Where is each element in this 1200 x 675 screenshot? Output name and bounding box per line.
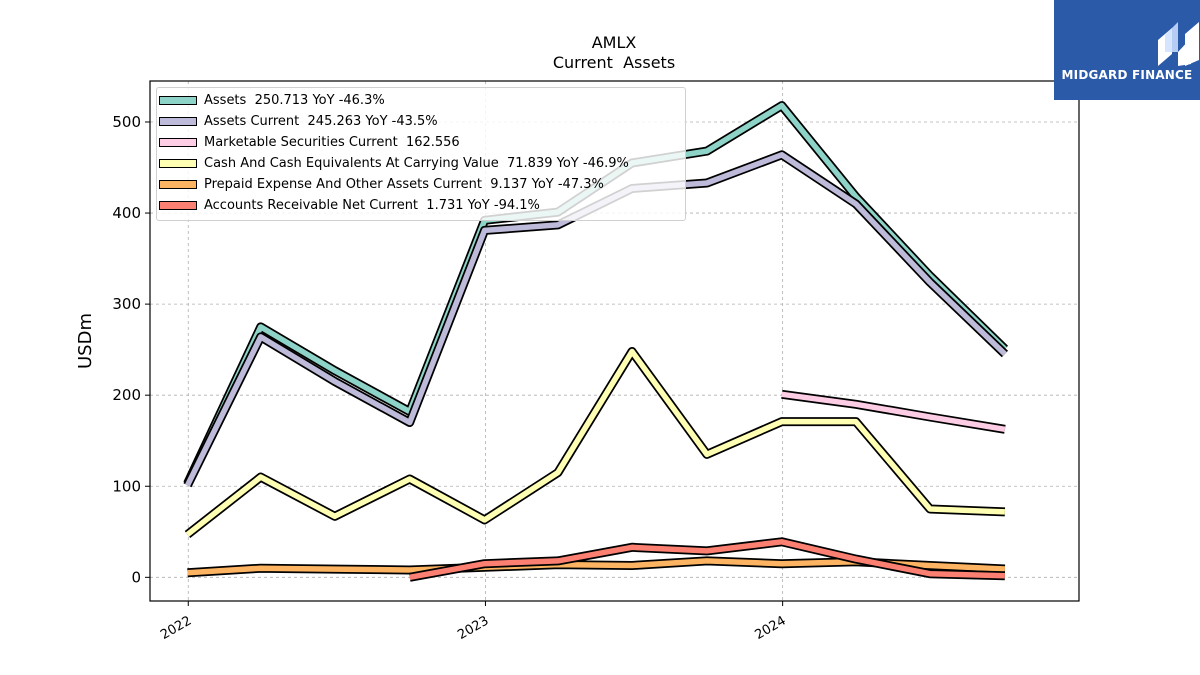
series-line	[781, 391, 1006, 433]
logo-text: MIDGARD FINANCE	[1061, 68, 1193, 82]
y-tick-label: 400	[112, 204, 141, 222]
plot-frame	[149, 80, 1080, 602]
y-tick-label: 300	[112, 295, 141, 313]
legend-item: Assets Current 245.263 YoY -43.5%	[157, 111, 438, 132]
series-5	[408, 537, 1006, 582]
logo: MIDGARD FINANCE	[1054, 0, 1200, 100]
legend-swatch	[159, 159, 197, 168]
series-line	[409, 539, 1005, 581]
legend-item: Prepaid Expense And Other Assets Current…	[157, 174, 604, 195]
legend-item: Cash And Cash Equivalents At Carrying Va…	[157, 153, 629, 174]
legend-item: Accounts Receivable Net Current 1.731 Yo…	[157, 195, 540, 216]
series-3	[184, 347, 1006, 539]
legend-label: Cash And Cash Equivalents At Carrying Va…	[204, 156, 629, 171]
legend-label: Prepaid Expense And Other Assets Current…	[204, 177, 604, 192]
y-ticks: 0 100 200 300 400 500	[112, 113, 150, 586]
legend-label: Marketable Securities Current 162.556	[204, 135, 460, 150]
legend-swatch	[159, 138, 197, 147]
y-axis-label: USDm	[75, 313, 96, 369]
logo-mark-icon	[1158, 22, 1199, 66]
legend-swatch	[159, 180, 197, 189]
series-line	[185, 348, 1006, 537]
legend-item: Marketable Securities Current 162.556	[157, 132, 460, 153]
legend: Assets 250.713 YoY -46.3% Assets Current …	[156, 87, 686, 221]
y-tick-label: 200	[112, 386, 141, 404]
legend-label: Accounts Receivable Net Current 1.731 Yo…	[204, 198, 540, 213]
chart-title: AMLX	[592, 33, 637, 52]
legend-label: Assets 250.713 YoY -46.3%	[204, 93, 385, 108]
chart-subtitle: Current Assets	[553, 53, 675, 72]
y-tick-label: 100	[112, 477, 141, 495]
series-2	[781, 389, 1006, 434]
legend-swatch	[159, 96, 197, 105]
legend-swatch	[159, 117, 197, 126]
legend-label: Assets Current 245.263 YoY -43.5%	[204, 114, 438, 129]
legend-swatch	[159, 201, 197, 210]
y-tick-label: 0	[131, 568, 141, 586]
legend-item: Assets 250.713 YoY -46.3%	[157, 90, 385, 111]
y-tick-label: 500	[112, 113, 141, 131]
